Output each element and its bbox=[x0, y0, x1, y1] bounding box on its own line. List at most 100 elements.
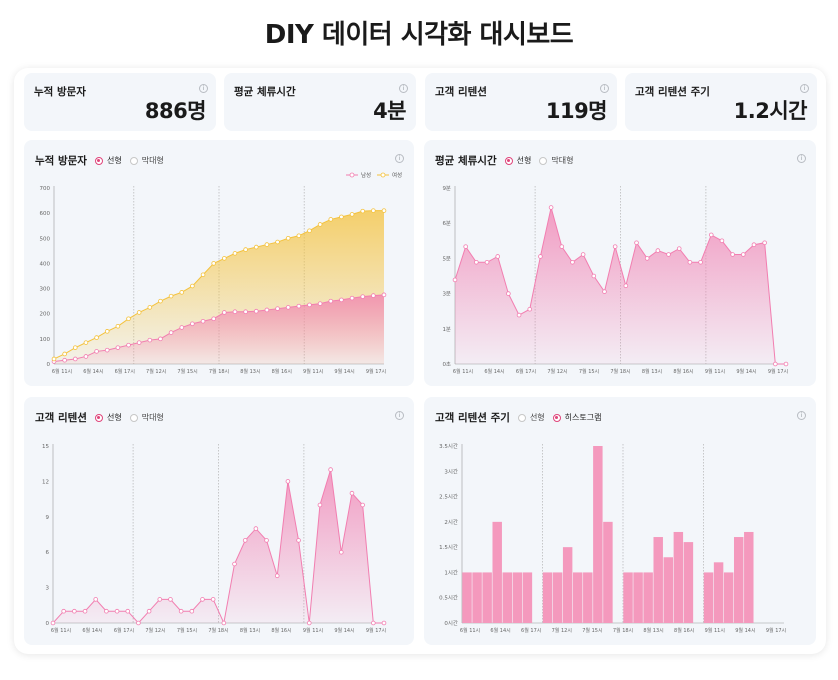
y-tick-label: 0 bbox=[46, 621, 50, 627]
bar bbox=[733, 537, 744, 623]
data-point bbox=[655, 248, 661, 253]
data-point bbox=[381, 620, 387, 626]
data-point bbox=[381, 292, 387, 298]
data-point bbox=[285, 479, 291, 484]
x-tick-label: 7월 18시 bbox=[613, 627, 633, 634]
x-tick-label: 9월 14시 bbox=[334, 627, 354, 634]
bar bbox=[744, 531, 754, 623]
data-point bbox=[306, 620, 312, 626]
data-point bbox=[221, 620, 227, 626]
data-point bbox=[484, 260, 490, 265]
data-point bbox=[72, 356, 78, 362]
series-line bbox=[454, 207, 786, 365]
panel-title: 평균 체류시간 bbox=[435, 155, 497, 167]
data-point bbox=[307, 228, 312, 234]
panel-title: 누적 방문자 bbox=[35, 155, 87, 167]
panel-title: 고객 리텐션 주기 bbox=[435, 412, 510, 424]
data-point bbox=[666, 252, 671, 257]
x-tick-label: 7월 12시 bbox=[547, 368, 567, 375]
data-point bbox=[698, 260, 703, 265]
radio-label: 선형 bbox=[529, 413, 545, 422]
radio-label: 선형 bbox=[106, 413, 122, 422]
x-tick-label: 7월 15시 bbox=[177, 627, 197, 634]
x-tick-label: 9월 11시 bbox=[303, 368, 323, 375]
data-point bbox=[360, 294, 366, 299]
radio-dot bbox=[539, 156, 548, 165]
data-point bbox=[463, 244, 468, 249]
data-point bbox=[253, 526, 259, 531]
visitors-chart: 0 100 200 300 400 500 600 700 6월 11시 6월 14시 6월 17시… bbox=[40, 171, 403, 375]
x-tick-label: 6월 14시 bbox=[83, 368, 103, 375]
stat-label: 고객 리텐션 주기 bbox=[635, 86, 710, 98]
data-point bbox=[158, 298, 163, 304]
y-tick-label: 1.5시간 bbox=[439, 543, 458, 551]
x-tick-label: 8월 13시 bbox=[643, 627, 663, 634]
radio-label: 막대형 bbox=[551, 156, 574, 165]
radio-line[interactable]: 선형 bbox=[517, 412, 545, 423]
radio-bar[interactable]: 막대형 bbox=[539, 155, 573, 166]
data-point bbox=[548, 205, 554, 210]
y-tick-label: 3시간 bbox=[444, 467, 458, 475]
x-tick-label: 6월 14시 bbox=[82, 627, 102, 634]
stat-card-dwell: 평균 체류시간 i 4분 bbox=[224, 73, 416, 131]
data-point bbox=[125, 608, 131, 614]
data-point bbox=[104, 329, 110, 334]
radio-dot bbox=[517, 413, 526, 422]
bar bbox=[492, 521, 502, 623]
info-icon[interactable]: i bbox=[395, 411, 404, 420]
data-point bbox=[62, 357, 67, 363]
x-tick-label: 8월 16시 bbox=[674, 627, 694, 634]
radio-histogram[interactable]: 히스토그램 bbox=[552, 412, 601, 423]
x-tick-label: 9월 14시 bbox=[736, 368, 756, 375]
data-point bbox=[296, 303, 302, 309]
data-point bbox=[328, 467, 333, 472]
radio-dot-selected bbox=[552, 413, 561, 422]
info-icon[interactable]: i bbox=[199, 84, 208, 93]
info-icon[interactable]: i bbox=[797, 411, 806, 420]
data-point bbox=[285, 305, 291, 310]
data-point bbox=[559, 244, 565, 249]
data-point bbox=[200, 318, 206, 324]
data-point bbox=[179, 325, 185, 330]
y-tick-label: 500 bbox=[40, 236, 51, 242]
radio-bar[interactable]: 막대형 bbox=[129, 155, 164, 166]
bar bbox=[623, 572, 633, 623]
y-tick-label: 700 bbox=[40, 186, 51, 192]
data-point bbox=[72, 345, 78, 350]
data-point bbox=[62, 351, 67, 357]
info-icon[interactable]: i bbox=[395, 154, 404, 163]
radio-line[interactable]: 선형 bbox=[94, 155, 122, 166]
y-tick-label: 2시간 bbox=[444, 518, 458, 526]
panel-visitors: 0 100 200 300 400 500 600 700 6월 11시 6월 14시 6월 17시… bbox=[24, 140, 414, 386]
radio-bar[interactable]: 막대형 bbox=[129, 412, 164, 423]
stat-card-visitors: 누적 방문자 i 886명 bbox=[24, 73, 216, 131]
radio-line[interactable]: 선형 bbox=[504, 155, 531, 166]
radio-line[interactable]: 선형 bbox=[94, 412, 122, 423]
bar bbox=[633, 572, 643, 623]
y-tick-label: 9분 bbox=[442, 185, 451, 192]
data-point bbox=[570, 260, 575, 265]
stat-label: 평균 체류시간 bbox=[234, 86, 296, 98]
data-point bbox=[285, 235, 291, 241]
data-point bbox=[115, 345, 121, 350]
dwell-chart: 0초 1분 3분 5분 6분 9분 6월 11시 6월 14시 6월 17시 7월 12시 7월 1… bbox=[442, 185, 789, 375]
data-point bbox=[371, 620, 376, 626]
info-icon[interactable]: i bbox=[399, 84, 408, 93]
x-tick-label: 7월 12시 bbox=[145, 627, 165, 634]
x-tick-label: 6월 14시 bbox=[484, 368, 504, 375]
x-tick-label: 6월 17시 bbox=[114, 627, 134, 634]
info-icon[interactable]: i bbox=[600, 84, 609, 93]
data-point bbox=[61, 608, 66, 614]
data-point bbox=[751, 242, 757, 248]
data-point bbox=[222, 310, 227, 315]
data-point bbox=[210, 597, 216, 602]
info-icon[interactable]: i bbox=[797, 154, 806, 163]
data-point bbox=[158, 336, 163, 342]
data-point bbox=[232, 309, 238, 315]
info-icon[interactable]: i bbox=[800, 84, 809, 93]
data-point bbox=[349, 490, 355, 496]
data-point bbox=[296, 233, 302, 239]
x-tick-label: 9월 14시 bbox=[334, 368, 354, 375]
data-point bbox=[349, 295, 355, 301]
y-tick-label: 1시간 bbox=[444, 568, 458, 576]
